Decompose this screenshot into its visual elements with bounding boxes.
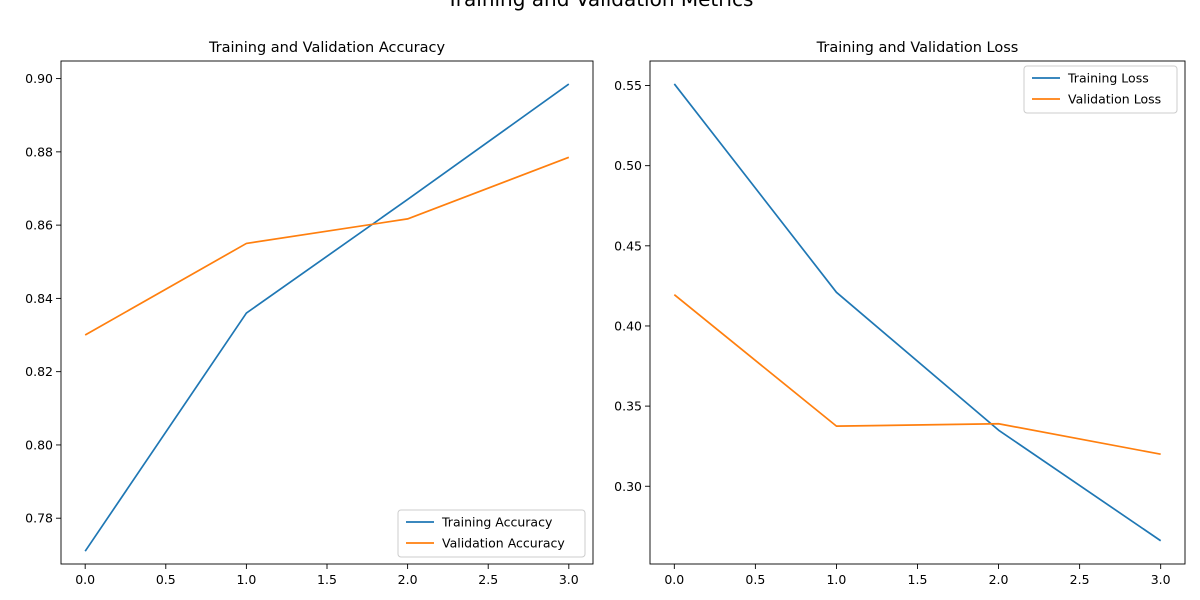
x-tick-label: 3.0 [559,572,579,587]
legend-label-training: Training Loss [1067,71,1149,86]
x-tick-label: 0.0 [664,572,684,587]
x-tick-label: 2.0 [398,572,418,587]
accuracy-series-line-training [84,83,570,552]
y-tick-label: 0.90 [25,71,53,86]
x-tick-label: 1.0 [826,572,846,587]
x-tick-label: 1.0 [236,572,256,587]
accuracy-legend: Training Accuracy Validation Accuracy [397,509,586,558]
legend-label-training: Training Accuracy [441,515,553,530]
y-tick-label: 0.80 [25,437,53,452]
accuracy-chart: Training and Validation Accuracy 0.0 0.5 1.… [25,40,594,587]
y-tick-label: 0.78 [25,511,53,526]
x-tick-label: 0.0 [75,572,95,587]
x-tick-label: 2.5 [1070,572,1090,587]
y-tick-label: 0.86 [25,218,53,233]
legend-frame [1023,65,1178,114]
legend-label-validation: Validation Accuracy [442,536,565,551]
x-tick-label: 3.0 [1151,572,1171,587]
x-tick-label: 2.0 [989,572,1009,587]
legend-frame [397,509,586,558]
accuracy-chart-title: Training and Validation Accuracy [208,40,446,56]
y-tick-label: 0.55 [614,78,642,93]
loss-series-line-training [673,83,1162,542]
x-tick-label: 1.5 [908,572,928,587]
legend-label-validation: Validation Loss [1068,92,1161,107]
x-tick-label: 0.5 [156,572,176,587]
y-tick-label: 0.35 [614,399,642,414]
y-tick-label: 0.82 [25,364,53,379]
x-tick-label: 1.5 [317,572,337,587]
accuracy-axes-frame [60,60,594,565]
y-tick-label: 0.84 [25,291,53,306]
accuracy-series-line-validation [84,156,570,336]
x-tick-label: 0.5 [745,572,765,587]
y-tick-label: 0.45 [614,238,642,253]
loss-axes-frame [649,60,1186,565]
y-tick-label: 0.50 [614,158,642,173]
x-tick-label: 2.5 [478,572,498,587]
y-tick-label: 0.88 [25,144,53,159]
y-tick-label: 0.40 [614,318,642,333]
loss-legend: Training Loss Validation Loss [1023,65,1178,114]
y-tick-label: 0.30 [614,479,642,494]
loss-chart: Training and Validation Loss 0.0 0.5 1.0 1.5… [614,40,1186,587]
loss-chart-title: Training and Validation Loss [816,40,1019,56]
figure-suptitle: Training and Validation Metrics [446,0,754,11]
loss-series-line-validation [673,294,1161,456]
